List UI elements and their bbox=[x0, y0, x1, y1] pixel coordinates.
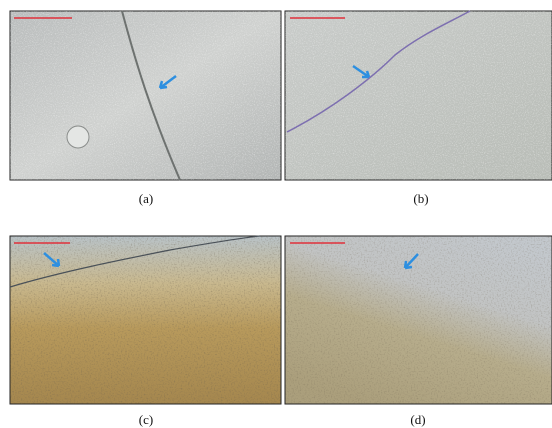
figure: (a) (b) (c) (d) bbox=[0, 0, 552, 428]
texture bbox=[10, 11, 281, 180]
panel-a bbox=[10, 11, 281, 180]
panel-label: (b) bbox=[413, 191, 428, 206]
texture bbox=[10, 236, 281, 404]
panel-c bbox=[10, 236, 281, 404]
panel-label: (c) bbox=[139, 412, 153, 427]
panel-d bbox=[285, 236, 552, 404]
bubble bbox=[67, 126, 89, 148]
panel-label: (d) bbox=[410, 412, 425, 427]
panel-b bbox=[285, 11, 552, 180]
texture bbox=[285, 11, 552, 180]
panel-label: (a) bbox=[139, 191, 153, 206]
texture bbox=[285, 236, 552, 404]
